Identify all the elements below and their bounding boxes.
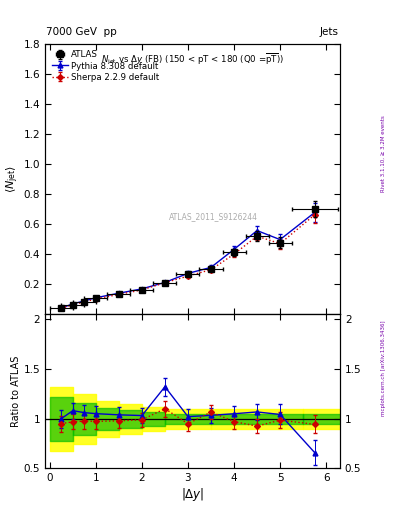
Legend: ATLAS, Pythia 8.308 default, Sherpa 2.2.9 default: ATLAS, Pythia 8.308 default, Sherpa 2.2.… bbox=[50, 48, 162, 84]
Text: $N_{\rm jet}$ vs $\Delta y$ (FB) (150 < pT < 180 (Q0 =$\overline{\rm pT}$)): $N_{\rm jet}$ vs $\Delta y$ (FB) (150 < … bbox=[101, 52, 284, 67]
Y-axis label: $\langle N_{\rm jet}\rangle$: $\langle N_{\rm jet}\rangle$ bbox=[5, 164, 21, 193]
Text: 7000 GeV  pp: 7000 GeV pp bbox=[46, 27, 117, 37]
Y-axis label: Ratio to ATLAS: Ratio to ATLAS bbox=[11, 355, 21, 427]
Text: ATLAS_2011_S9126244: ATLAS_2011_S9126244 bbox=[169, 212, 258, 221]
Text: Rivet 3.1.10, ≥ 3.2M events: Rivet 3.1.10, ≥ 3.2M events bbox=[381, 115, 386, 192]
Text: Jets: Jets bbox=[320, 27, 339, 37]
Text: mcplots.cern.ch [arXiv:1306.3436]: mcplots.cern.ch [arXiv:1306.3436] bbox=[381, 321, 386, 416]
X-axis label: $|\Delta y|$: $|\Delta y|$ bbox=[181, 486, 204, 503]
